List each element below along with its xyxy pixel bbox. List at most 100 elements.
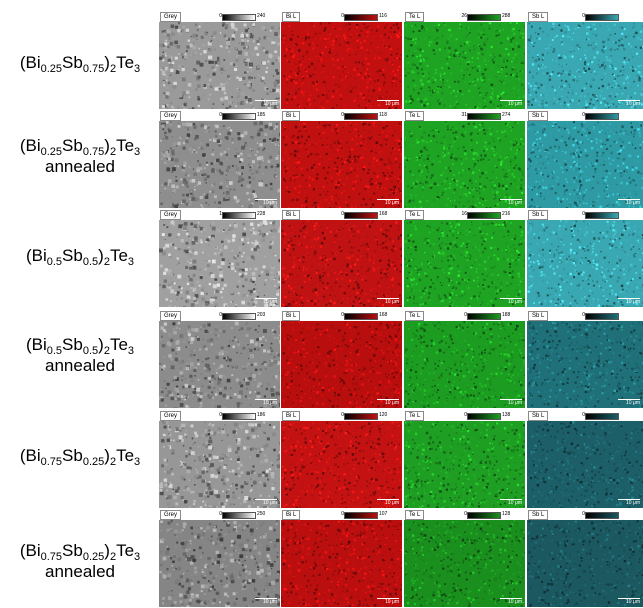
colorbar-min: 0 bbox=[341, 112, 344, 118]
sem-image: 10 μm bbox=[159, 520, 280, 607]
colorbar bbox=[222, 313, 256, 320]
map-row: Grey 0 185 10 μm Bi L 0 118 10 μm Te L 31 274 10 μm… bbox=[159, 111, 643, 208]
element-map-panel: Te L 0 188 10 μm bbox=[404, 311, 525, 408]
scale-bar bbox=[500, 100, 522, 101]
element-map-image: 10 μm bbox=[404, 421, 525, 508]
colorbar-min: 0 bbox=[219, 312, 222, 318]
scale-bar-label: 10 μm bbox=[385, 400, 399, 406]
colorbar bbox=[585, 512, 619, 519]
sem-grey-panel: Grey 0 203 10 μm bbox=[159, 311, 280, 408]
map-row: Grey 0 203 10 μm Bi L 0 168 10 μm Te L 0 188 10 μm S… bbox=[159, 311, 643, 408]
sample-formula: (Bi0.25Sb0.75)2Te3 bbox=[19, 52, 141, 75]
panel-header: Sb L 0 bbox=[527, 510, 643, 520]
element-map-panel: Te L 16 216 10 μm bbox=[404, 210, 525, 307]
channel-tag: Te L bbox=[405, 111, 425, 121]
scale-bar-label: 10 μm bbox=[263, 599, 277, 605]
scale-bar bbox=[377, 499, 399, 500]
element-map-image: 10 μm bbox=[404, 220, 525, 307]
sample-formula: (Bi0.5Sb0.5)2Te3 bbox=[25, 245, 135, 268]
element-map-panel: Te L 0 138 10 μm bbox=[404, 411, 525, 508]
scale-bar-label: 10 μm bbox=[508, 101, 522, 107]
element-map-panel: Te L 31 274 10 μm bbox=[404, 111, 525, 208]
sample-condition: annealed bbox=[45, 562, 115, 581]
element-map-panel: Sb L 0 10 μm bbox=[527, 111, 643, 208]
sem-grey-panel: Grey 0 250 10 μm bbox=[159, 510, 280, 607]
colorbar bbox=[585, 413, 619, 420]
colorbar-max: 185 bbox=[257, 112, 266, 118]
colorbar-min: 0 bbox=[464, 312, 467, 318]
colorbar-max: 288 bbox=[502, 13, 511, 19]
panel-header: Sb L 0 bbox=[527, 210, 643, 220]
colorbar-min: 26 bbox=[461, 13, 467, 19]
colorbar bbox=[344, 14, 378, 21]
element-map-image: 10 μm bbox=[404, 121, 525, 208]
scale-bar bbox=[255, 399, 277, 400]
scale-bar-label: 10 μm bbox=[626, 101, 640, 107]
sem-image: 10 μm bbox=[159, 220, 280, 307]
panel-header: Bi L 0 107 bbox=[281, 510, 402, 520]
sample-label: (Bi0.25Sb0.75)2Te3 annealed bbox=[0, 135, 160, 177]
channel-tag: Sb L bbox=[528, 111, 549, 121]
colorbar bbox=[344, 512, 378, 519]
colorbar bbox=[344, 212, 378, 219]
scale-bar-label: 10 μm bbox=[385, 599, 399, 605]
channel-tag: Grey bbox=[160, 210, 182, 220]
colorbar bbox=[467, 212, 501, 219]
colorbar-max: 250 bbox=[257, 511, 266, 517]
scale-bar-label: 10 μm bbox=[263, 200, 277, 206]
element-map-image: 10 μm bbox=[281, 321, 402, 408]
colorbar-min: 0 bbox=[582, 211, 585, 217]
colorbar bbox=[585, 313, 619, 320]
colorbar-max: 228 bbox=[257, 211, 266, 217]
panel-header: Te L 31 274 bbox=[404, 111, 525, 121]
scale-bar bbox=[255, 499, 277, 500]
sample-condition: annealed bbox=[45, 157, 115, 176]
colorbar-min: 0 bbox=[582, 13, 585, 19]
sample-formula: (Bi0.5Sb0.5)2Te3 bbox=[25, 335, 135, 357]
scale-bar-label: 10 μm bbox=[385, 200, 399, 206]
scale-bar bbox=[377, 199, 399, 200]
colorbar bbox=[222, 113, 256, 120]
channel-tag: Grey bbox=[160, 510, 182, 520]
channel-tag: Sb L bbox=[528, 510, 549, 520]
scale-bar bbox=[500, 298, 522, 299]
panel-header: Te L 0 138 bbox=[404, 411, 525, 421]
element-map-panel: Sb L 0 10 μm bbox=[527, 311, 643, 408]
element-map-image: 10 μm bbox=[281, 121, 402, 208]
sem-grey-panel: Grey 0 240 10 μm bbox=[159, 12, 280, 109]
colorbar-min: 0 bbox=[464, 511, 467, 517]
panel-header: Sb L 0 bbox=[527, 311, 643, 321]
scale-bar-label: 10 μm bbox=[263, 500, 277, 506]
element-map-image: 10 μm bbox=[527, 121, 643, 208]
element-map-image: 10 μm bbox=[281, 220, 402, 307]
scale-bar bbox=[618, 499, 640, 500]
colorbar bbox=[344, 113, 378, 120]
element-map-image: 10 μm bbox=[281, 421, 402, 508]
colorbar-min: 0 bbox=[341, 312, 344, 318]
scale-bar-label: 10 μm bbox=[385, 101, 399, 107]
sample-formula: (Bi0.75Sb0.25)2Te3 bbox=[19, 445, 141, 468]
sample-formula: (Bi0.75Sb0.25)2Te3 bbox=[19, 541, 141, 563]
channel-tag: Bi L bbox=[282, 311, 301, 321]
channel-tag: Te L bbox=[405, 510, 425, 520]
panel-header: Grey 0 250 bbox=[159, 510, 280, 520]
colorbar bbox=[585, 14, 619, 21]
map-row: Grey 0 240 10 μm Bi L 0 116 10 μm Te L 26 288 10 μm… bbox=[159, 12, 643, 109]
colorbar bbox=[344, 413, 378, 420]
channel-tag: Sb L bbox=[528, 12, 549, 22]
colorbar-max: 168 bbox=[379, 211, 388, 217]
scale-bar-label: 10 μm bbox=[385, 299, 399, 305]
scale-bar-label: 10 μm bbox=[626, 299, 640, 305]
scale-bar-label: 10 μm bbox=[263, 101, 277, 107]
sem-image: 10 μm bbox=[159, 121, 280, 208]
scale-bar bbox=[500, 399, 522, 400]
channel-tag: Bi L bbox=[282, 411, 301, 421]
panel-header: Grey 0 203 bbox=[159, 311, 280, 321]
scale-bar bbox=[377, 298, 399, 299]
colorbar-max: 216 bbox=[502, 211, 511, 217]
sem-image: 10 μm bbox=[159, 321, 280, 408]
colorbar bbox=[222, 14, 256, 21]
element-map-panel: Sb L 0 10 μm bbox=[527, 12, 643, 109]
scale-bar-label: 10 μm bbox=[626, 500, 640, 506]
colorbar-min: 16 bbox=[461, 211, 467, 217]
